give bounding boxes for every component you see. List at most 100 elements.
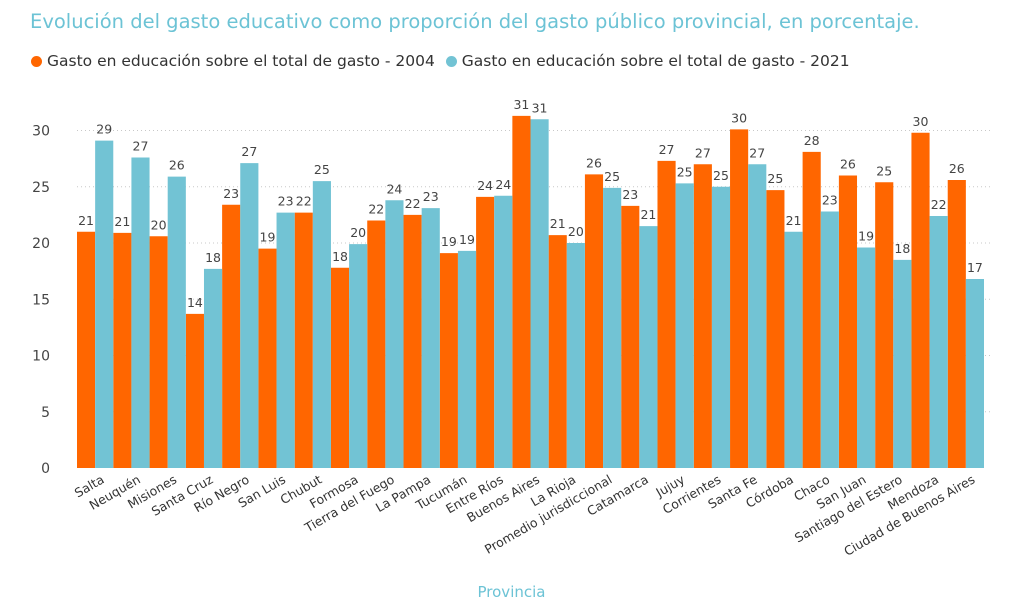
bar [675,183,694,468]
bar [784,231,803,468]
data-label: 19 [858,229,874,244]
bar [857,247,876,468]
y-tick-label: 25 [32,180,50,196]
legend-marker-2004 [31,55,42,67]
bar [947,180,966,468]
data-label: 17 [967,260,983,275]
data-label: 22 [931,197,947,212]
data-label: 26 [169,158,185,173]
bar [965,279,984,468]
bar [240,163,259,468]
data-label: 27 [133,139,149,154]
data-label: 25 [604,169,620,184]
legend-item-2021[interactable]: Gasto en educación sobre el total de gas… [445,52,850,70]
bar [476,196,495,468]
data-label: 26 [840,157,856,172]
data-label: 22 [296,194,312,209]
data-label: 24 [495,177,511,192]
legend-label-2021: Gasto en educación sobre el total de gas… [461,52,850,70]
bar [730,129,749,468]
data-label: 19 [459,232,475,247]
y-tick-label: 15 [32,292,50,308]
bar [258,248,277,468]
data-label: 23 [822,193,838,208]
bar [77,231,96,468]
y-tick-label: 5 [41,405,50,421]
bar [621,205,640,468]
bar [367,220,386,468]
y-tick-label: 10 [32,349,50,365]
bar [421,208,440,468]
bar [149,236,168,468]
legend-marker-2021 [445,55,457,67]
bar [838,175,858,468]
data-label: 22 [405,196,421,211]
bar [820,211,839,468]
data-label: 14 [187,295,203,310]
y-tick-label: 30 [32,124,50,140]
data-label: 31 [513,97,529,112]
data-label: 19 [441,234,457,249]
data-label: 20 [151,217,167,232]
data-label: 31 [532,100,548,115]
bar [566,243,585,468]
legend: Gasto en educación sobre el total de gas… [31,52,856,71]
bar [893,259,912,468]
data-label: 18 [332,249,348,264]
data-label: 19 [260,230,276,245]
bar [95,140,114,468]
bar [512,115,531,468]
data-label: 20 [568,224,584,239]
bar [603,187,622,468]
bar [185,313,204,468]
bar [911,132,930,468]
data-label: 23 [278,194,294,209]
data-label: 28 [804,133,820,148]
bar [349,244,368,468]
bar [167,176,186,468]
data-label: 23 [622,187,638,202]
data-label: 25 [876,163,892,178]
chart-title: Evolución del gasto educativo como propo… [30,10,920,33]
data-label: 27 [241,144,257,159]
bar [385,200,404,468]
bar [802,151,821,468]
x-axis-title: Provincia [477,583,546,601]
data-label: 30 [731,110,747,125]
bar [439,253,458,468]
bar [548,235,567,468]
data-label: 27 [749,145,765,160]
bar [113,232,132,468]
bar [693,164,712,468]
data-label: 25 [767,171,783,186]
bar [748,164,767,468]
bar [222,204,241,468]
bar [766,190,785,468]
data-label: 21 [640,207,656,222]
y-tick-label: 0 [41,461,50,477]
bar [276,212,295,468]
bar [530,119,549,468]
bar [403,214,422,468]
data-label: 27 [695,145,711,160]
data-label: 18 [205,250,221,265]
data-label: 26 [586,155,602,170]
bar [203,268,223,468]
bar [131,157,150,468]
data-label: 18 [894,241,910,256]
bar [929,216,948,468]
data-label: 23 [423,189,439,204]
data-label: 24 [386,181,402,196]
bar [639,226,658,468]
data-label: 22 [368,202,384,217]
bar [711,186,731,468]
data-label: 23 [223,186,239,201]
data-label: 21 [78,213,94,228]
bar [584,174,604,468]
legend-item-2004[interactable]: Gasto en educación sobre el total de gas… [31,52,435,70]
data-label: 25 [677,164,693,179]
data-label: 26 [949,161,965,176]
bar [330,267,350,468]
data-label: 30 [913,114,929,129]
